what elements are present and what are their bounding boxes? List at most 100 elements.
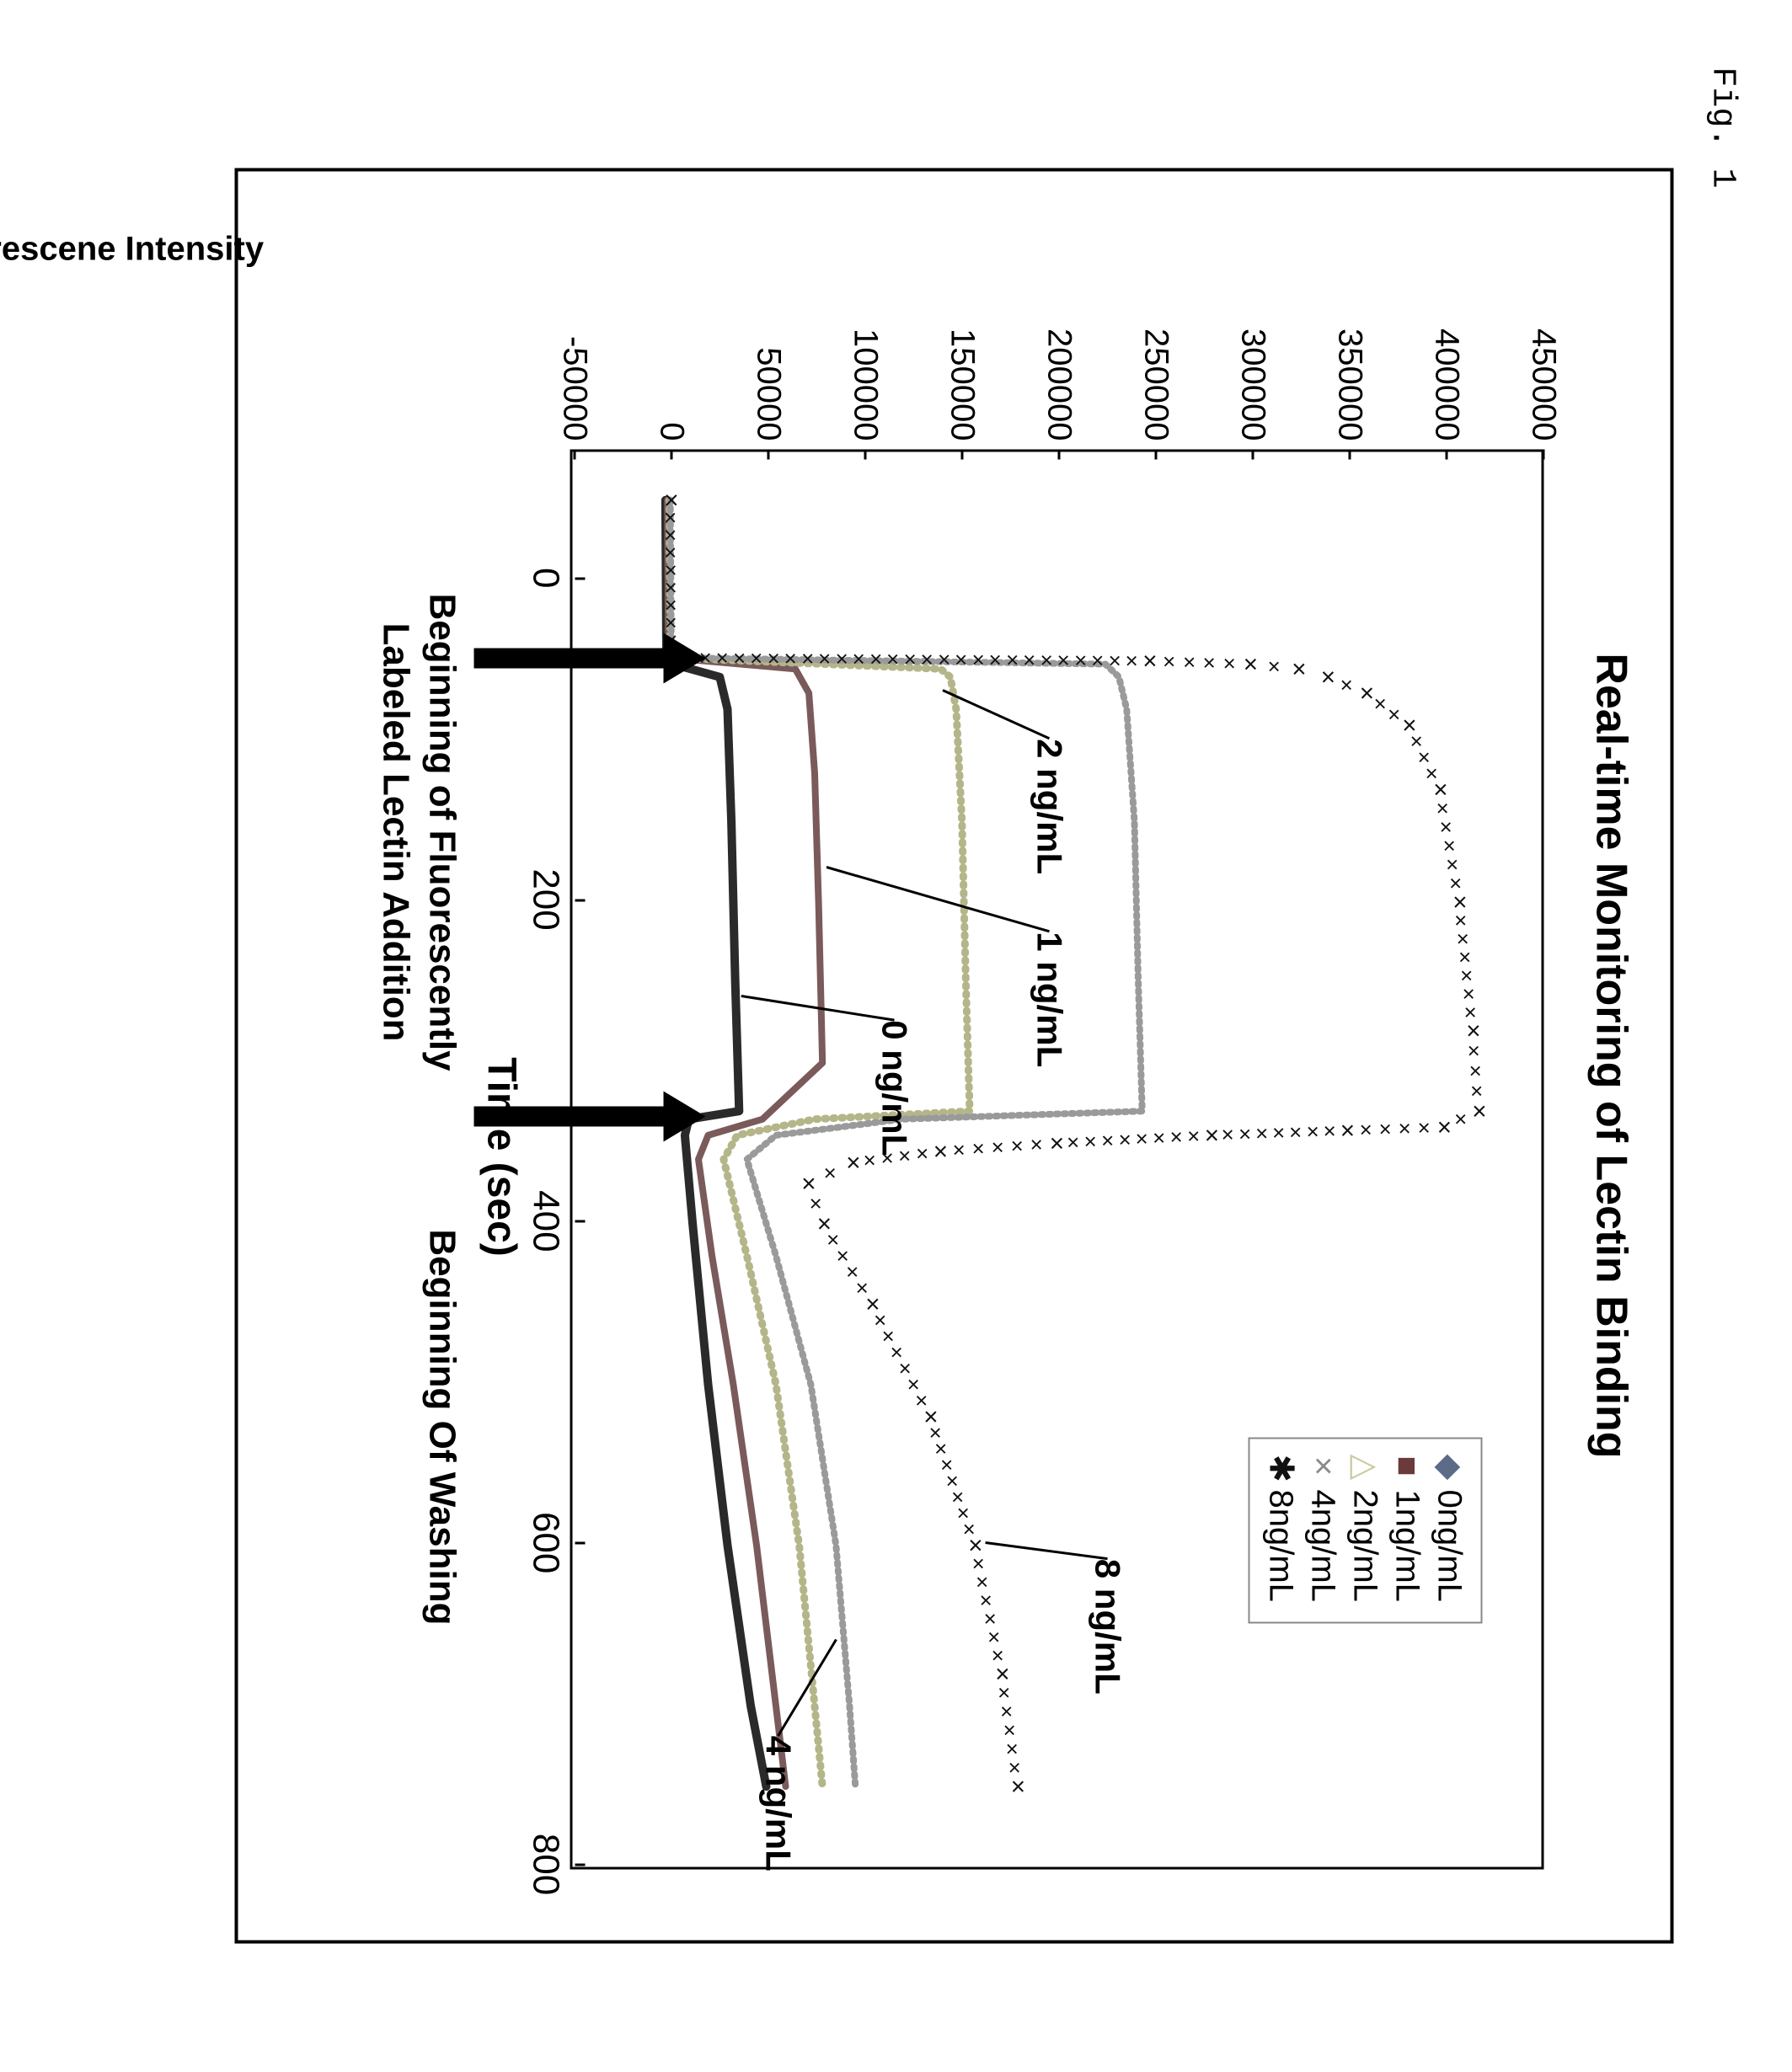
series-marker: × (901, 1378, 926, 1391)
series-marker: × (1354, 1124, 1379, 1136)
callout-line (984, 1541, 1110, 1561)
series-marker: × (818, 1167, 843, 1179)
x-tick-label: 800 (525, 1814, 567, 1915)
legend-item: △ 2ng/mL (1345, 1455, 1387, 1602)
series-line (670, 500, 971, 1786)
series-marker: × (810, 1216, 838, 1231)
series-marker: × (982, 1631, 1007, 1643)
series-marker: × (1412, 751, 1437, 764)
legend-label: 8ng/mL (1260, 1490, 1303, 1602)
series-marker: × (657, 493, 685, 508)
series-marker: × (850, 1282, 875, 1295)
series-marker: × (876, 1330, 901, 1343)
series-marker: × (1443, 877, 1468, 889)
legend-marker-icon: △ (1345, 1455, 1387, 1478)
series-marker: × (658, 511, 683, 524)
callout-label: 4 ng/mL (758, 1736, 799, 1872)
series-marker: × (892, 1362, 917, 1375)
series-marker: × (1335, 679, 1360, 692)
series-marker: × (917, 1409, 944, 1424)
y-tick-label: 450000 (1525, 273, 1563, 441)
series-marker: × (1004, 1779, 1032, 1794)
event-arrow-caption: Beginning of FluorescentlyLabeled Lectin… (373, 546, 466, 1119)
x-tick-label: 200 (525, 849, 567, 950)
y-tick-label: -50000 (556, 273, 594, 441)
series-marker: × (1436, 840, 1462, 852)
x-tick-mark (575, 1220, 586, 1223)
series-marker: × (1458, 1006, 1484, 1018)
series-marker: × (658, 547, 683, 559)
series-marker: × (1061, 1136, 1086, 1149)
plot-area: × × × × × × × × × × × × × × × × × × × × × × × × × × × × × × × × × × × × × × × ×… (570, 450, 1544, 1870)
series-marker: × (1440, 858, 1465, 871)
x-tick-label: 400 (525, 1171, 567, 1272)
y-tick-mark (1058, 450, 1061, 460)
callout-label: 1 ng/mL (1030, 932, 1070, 1067)
y-tick-mark (768, 450, 770, 460)
figure-label: Fig. 1 (1704, 67, 1741, 189)
event-arrow-icon (474, 625, 706, 692)
series-marker: × (1454, 969, 1479, 982)
series-marker: × (1463, 1065, 1488, 1077)
legend-label: 1ng/mL (1387, 1490, 1429, 1602)
series-marker: × (1451, 932, 1476, 945)
callout-line (740, 995, 896, 1023)
x-tick-mark (575, 1864, 586, 1866)
y-tick-mark (1155, 450, 1158, 460)
series-marker: × (840, 1266, 865, 1279)
series-marker: × (1261, 660, 1286, 673)
x-tick-label: 0 (525, 527, 567, 628)
legend-label: 4ng/mL (1303, 1490, 1345, 1602)
series-marker: × (1462, 1044, 1487, 1057)
series-marker: × (1002, 1761, 1027, 1774)
callout-line (777, 1637, 838, 1738)
series-marker: × (1448, 914, 1474, 927)
x-tick-label: 600 (525, 1493, 567, 1594)
callout-line (826, 866, 1052, 933)
series-marker: × (659, 599, 684, 611)
series-marker: × (986, 1649, 1011, 1662)
legend: ◆0ng/mL■ 1ng/mL△ 2ng/mL× 4ng/mL✱8ng/mL (1249, 1438, 1483, 1624)
series-marker: × (868, 1314, 893, 1327)
series-marker: × (1285, 661, 1313, 676)
legend-label: 2ng/mL (1345, 1490, 1387, 1602)
event-arrow-caption: Beginning Of Washing (420, 1140, 466, 1713)
series-marker: × (831, 1249, 856, 1262)
legend-item: × 4ng/mL (1303, 1455, 1345, 1602)
series-marker: × (1382, 708, 1407, 721)
series-marker: × (997, 1724, 1022, 1737)
y-tick-label: 350000 (1331, 273, 1369, 441)
series-marker: × (1426, 782, 1454, 798)
series-marker: × (1448, 1113, 1474, 1125)
series-marker: × (1404, 735, 1429, 748)
page-rotated-container: Fig. 1 Real-time Monitoring of Lectin Bi… (34, 34, 1758, 2038)
legend-marker-icon: ■ (1387, 1455, 1429, 1478)
x-tick-mark (575, 1542, 586, 1545)
y-tick-mark (1252, 450, 1254, 460)
series-marker: × (658, 581, 683, 594)
series-marker: × (1459, 1023, 1487, 1039)
legend-item: ◆0ng/mL (1429, 1455, 1471, 1602)
series-marker: × (945, 1491, 971, 1503)
x-tick-mark (575, 899, 586, 901)
legend-item: ✱8ng/mL (1260, 1455, 1303, 1602)
y-tick-mark (574, 450, 576, 460)
series-marker: × (885, 1346, 910, 1359)
legend-marker-icon: × (1303, 1455, 1345, 1478)
series-marker: × (859, 1297, 886, 1312)
y-tick-label: 300000 (1234, 273, 1272, 441)
figure-outer-box: Real-time Monitoring of Lectin Binding F… (235, 168, 1674, 1944)
series-marker: × (803, 1197, 828, 1210)
y-tick-label: 200000 (1040, 273, 1078, 441)
series-marker: × (858, 1154, 883, 1167)
series-marker: × (999, 1743, 1024, 1755)
y-tick-mark (961, 450, 964, 460)
y-tick-label: 150000 (944, 273, 982, 441)
y-tick-label: 50000 (750, 273, 788, 441)
series-marker: × (992, 1686, 1017, 1699)
x-tick-mark (575, 577, 586, 579)
series-marker: × (988, 1667, 1016, 1682)
y-tick-mark (671, 450, 673, 460)
series-marker: × (1120, 654, 1145, 667)
chart-title: Real-time Monitoring of Lectin Binding (1586, 172, 1637, 1941)
